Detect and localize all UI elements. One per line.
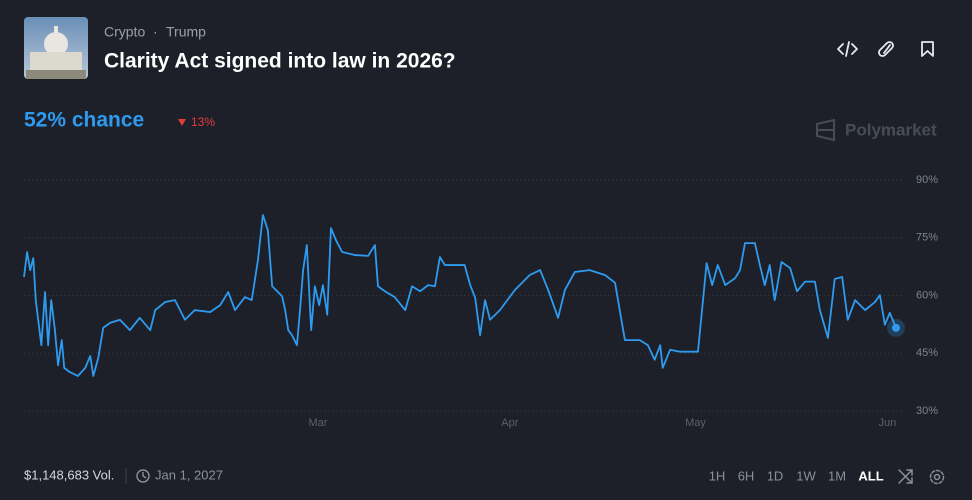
range-button[interactable]: ALL	[858, 468, 883, 483]
range-button[interactable]: 1M	[828, 468, 846, 483]
x-tick-label: Mar	[308, 417, 327, 429]
settings-icon[interactable]	[929, 469, 945, 485]
breadcrumb[interactable]: Trump	[166, 24, 206, 40]
range-selector: 1H 6H 1D 1W 1M ALL	[709, 468, 884, 483]
range-button[interactable]: 1W	[796, 468, 816, 483]
breadcrumb[interactable]: Crypto	[104, 24, 145, 40]
chance: 52% chance	[24, 109, 144, 132]
breadcrumb-separator: ·	[153, 24, 158, 40]
change: 13%	[191, 115, 215, 129]
current-point	[892, 323, 900, 332]
brand-logo	[816, 118, 835, 142]
y-tick-label: 45%	[916, 347, 938, 359]
y-tick-label: 90%	[916, 174, 938, 186]
y-tick-label: 30%	[916, 405, 938, 417]
y-tick-label: 60%	[916, 289, 938, 301]
bookmark-icon[interactable]	[921, 41, 934, 57]
range-button[interactable]: 1D	[767, 468, 784, 483]
shuffle-icon[interactable]	[898, 469, 913, 484]
clock-icon	[136, 469, 150, 483]
embed-icon[interactable]	[837, 41, 858, 57]
y-tick-label: 75%	[916, 232, 938, 244]
x-tick-label: May	[685, 417, 706, 429]
down-arrow	[178, 119, 186, 126]
volume: $1,148,683 Vol.	[24, 467, 114, 482]
plot: 30% 45% 60% 75% 90% Mar Apr May Jun	[23, 174, 938, 429]
x-tick-label: Jun	[878, 417, 896, 429]
link-icon[interactable]	[878, 41, 894, 57]
range-button[interactable]: 6H	[738, 468, 755, 483]
market-image	[24, 17, 88, 79]
brand-name: Polymarket	[845, 120, 937, 139]
price-line	[23, 214, 897, 377]
market-title: Clarity Act signed into law in 2026?	[104, 50, 456, 73]
x-tick-label: Apr	[501, 417, 518, 429]
end-date: Jan 1, 2027	[155, 467, 223, 482]
range-button[interactable]: 1H	[709, 468, 726, 483]
